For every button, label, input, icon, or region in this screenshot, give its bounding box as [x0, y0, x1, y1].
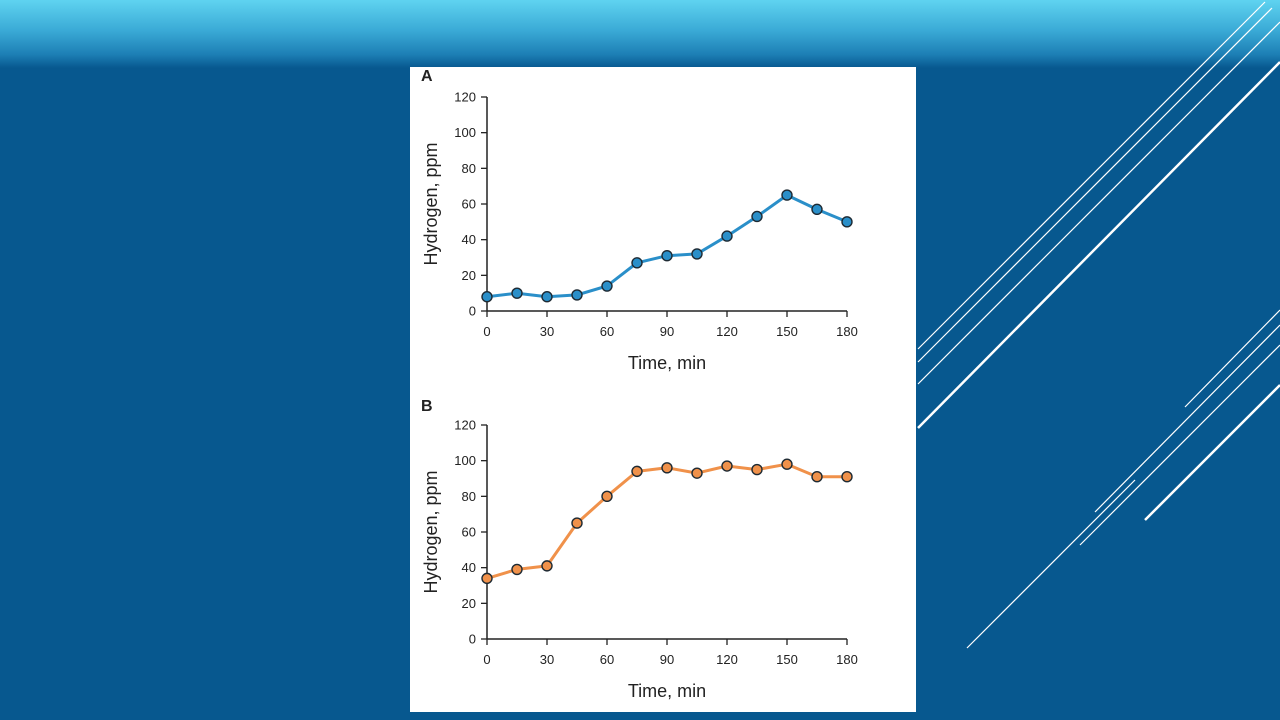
data-point-b: [721, 460, 733, 472]
figure-panel: A 0 20 40 60 80 100 120 0 30 60 90 120 150 180 Time, mi…: [410, 67, 916, 712]
data-point-b: [661, 462, 673, 474]
data-point-b: [511, 563, 523, 576]
x-tick-label-b: 30: [540, 652, 554, 667]
data-point-b: [481, 572, 493, 585]
data-point-a: [601, 280, 613, 292]
data-point-b: [601, 490, 613, 503]
data-point-a: [571, 289, 583, 301]
x-tick-label-b: 150: [776, 652, 798, 667]
y-axis-title-a: Hydrogen, ppm: [421, 142, 441, 265]
x-tick-label-b: 60: [600, 652, 614, 667]
y-tick-label-a: 120: [454, 90, 476, 105]
y-tick-label-a: 80: [462, 161, 476, 176]
y-tick-label-a: 0: [469, 304, 476, 319]
x-tick-label-a: 30: [540, 324, 554, 339]
y-tick-label-a: 40: [462, 232, 476, 247]
y-tick-label-a: 20: [462, 268, 476, 283]
data-point-b: [841, 471, 853, 483]
data-point-a: [781, 189, 793, 201]
y-tick-label-b: 40: [462, 560, 476, 575]
x-tick-label-a: 0: [483, 324, 490, 339]
x-tick-label-b: 180: [836, 652, 858, 667]
data-point-b: [751, 463, 763, 476]
y-tick-label-b: 0: [469, 632, 476, 647]
x-tick-label-a: 150: [776, 324, 798, 339]
data-point-a: [481, 291, 493, 303]
y-tick-label-a: 60: [462, 197, 476, 212]
x-tick-label-a: 120: [716, 324, 738, 339]
x-tick-label-a: 90: [660, 324, 674, 339]
data-point-b: [811, 471, 823, 483]
hydrogen-charts: A 0 20 40 60 80 100 120 0 30 60 90 120 150 180 Time, mi…: [421, 68, 858, 701]
panel-label-a: A: [421, 68, 433, 85]
x-tick-label-a: 180: [836, 324, 858, 339]
data-point-a: [721, 230, 733, 242]
data-point-b: [631, 465, 643, 478]
y-axis-title-b: Hydrogen, ppm: [421, 470, 441, 593]
x-axis-title-b: Time, min: [628, 681, 706, 701]
x-tick-label-b: 120: [716, 652, 738, 667]
y-tick-label-b: 20: [462, 596, 476, 611]
y-tick-label-b: 80: [462, 489, 476, 504]
title-band: [0, 0, 1280, 68]
data-point-a: [631, 257, 643, 269]
data-point-a: [841, 216, 853, 228]
panel-label-b: B: [421, 398, 433, 415]
series-line-a: [486, 193, 848, 299]
data-point-b: [571, 517, 583, 529]
data-point-b: [541, 560, 553, 572]
data-point-a: [511, 287, 523, 299]
data-point-a: [691, 248, 703, 260]
series-line-b: [486, 462, 847, 580]
data-point-a: [661, 250, 673, 262]
data-point-a: [811, 203, 823, 216]
x-tick-label-b: 0: [483, 652, 490, 667]
x-tick-label-b: 90: [660, 652, 674, 667]
y-tick-label-b: 60: [462, 525, 476, 540]
y-tick-label-b: 100: [454, 453, 476, 468]
data-point-b: [781, 458, 793, 470]
x-axis-title-a: Time, min: [628, 353, 706, 373]
y-tick-label-b: 120: [454, 418, 476, 433]
y-tick-label-a: 100: [454, 125, 476, 140]
data-point-a: [541, 291, 553, 303]
data-point-a: [751, 210, 763, 223]
x-tick-label-a: 60: [600, 324, 614, 339]
data-point-b: [691, 467, 703, 479]
